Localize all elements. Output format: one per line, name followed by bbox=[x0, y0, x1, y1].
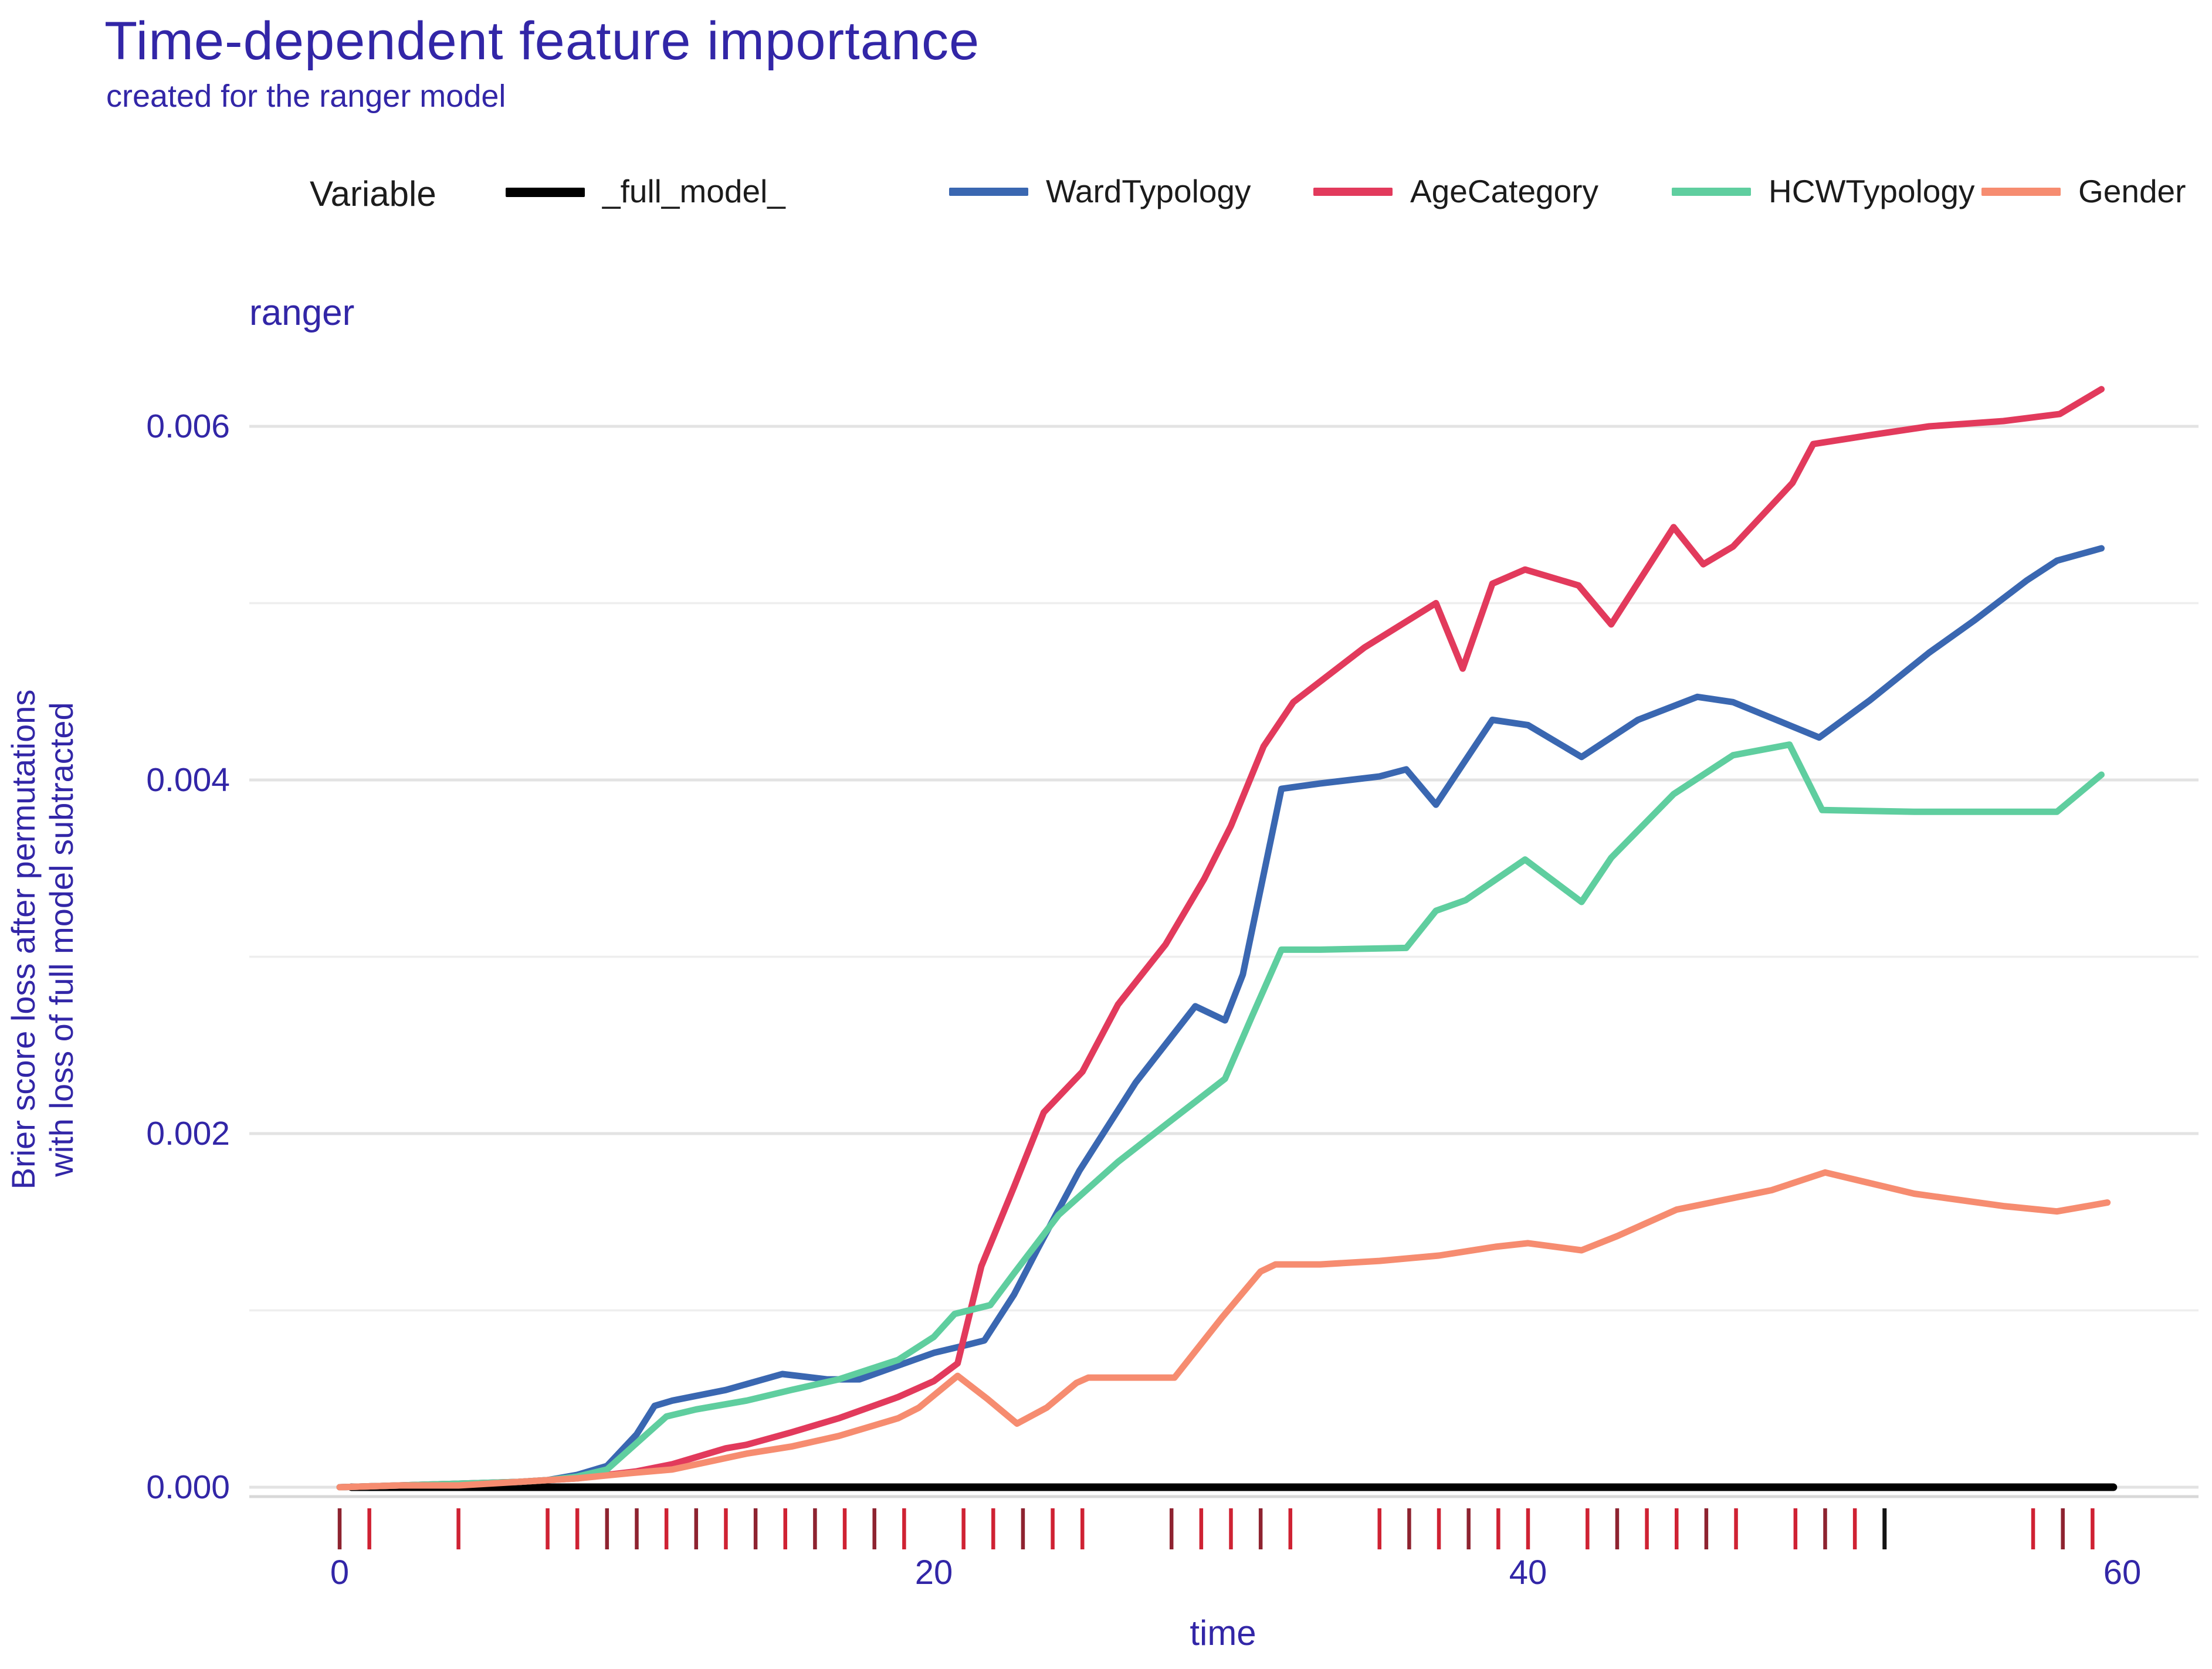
legend-key-line-icon bbox=[506, 188, 585, 197]
page-title: Time-dependent feature importance bbox=[104, 11, 980, 71]
legend-key-line-icon bbox=[949, 188, 1028, 196]
legend-key-line-icon bbox=[1672, 188, 1751, 196]
y-axis-title-line1: Brier score loss after permutations bbox=[5, 689, 42, 1190]
legend-item-label: Gender bbox=[2078, 173, 2186, 209]
page-subtitle: created for the ranger model bbox=[106, 79, 506, 114]
series-line-Gender bbox=[336, 1169, 2111, 1491]
y-tick-label: 0.002 bbox=[146, 1115, 230, 1152]
legend-item-label: WardTypology bbox=[1046, 173, 1251, 209]
y-tick-label: 0.000 bbox=[146, 1468, 230, 1506]
legend: Variable _full_model_ WardTypology AgeCate… bbox=[0, 169, 2212, 222]
series-line-HCWTypology bbox=[336, 741, 2105, 1491]
series-line-WardTypology bbox=[336, 545, 2105, 1491]
facet-panel-label: ranger bbox=[249, 293, 355, 333]
x-tick-label: 0 bbox=[330, 1553, 350, 1592]
legend-title: Variable bbox=[310, 174, 436, 213]
x-axis-title: time bbox=[1190, 1613, 1256, 1653]
y-tick-label: 0.006 bbox=[146, 408, 230, 445]
legend-item-label: _full_model_ bbox=[602, 173, 785, 209]
legend-item-label: AgeCategory bbox=[1410, 173, 1599, 209]
legend-item-label: HCWTypology bbox=[1769, 173, 1975, 209]
y-axis-title: Brier score loss after permutations with… bbox=[5, 412, 87, 1467]
y-axis-title-line2: with loss of full model subtracted bbox=[42, 702, 80, 1177]
legend-key-line-icon bbox=[1981, 188, 2061, 196]
x-tick-label: 60 bbox=[2103, 1553, 2142, 1592]
x-tick-label: 20 bbox=[914, 1553, 953, 1592]
legend-key-line-icon bbox=[1313, 188, 1393, 196]
x-tick-label: 40 bbox=[1509, 1553, 1547, 1592]
series-line-AgeCategory bbox=[336, 386, 2105, 1491]
y-tick-label: 0.004 bbox=[146, 761, 230, 799]
